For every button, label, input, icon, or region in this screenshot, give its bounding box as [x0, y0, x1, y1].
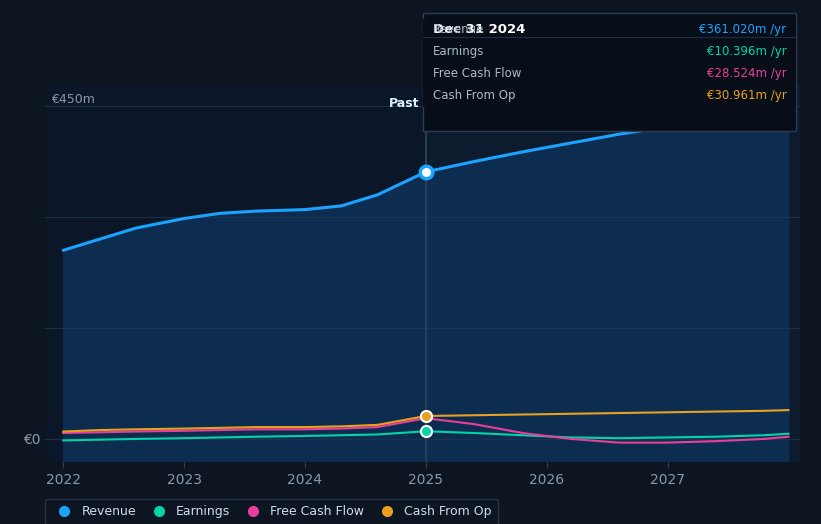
Text: €30.961m /yr: €30.961m /yr: [707, 90, 787, 102]
Bar: [45, 84, 426, 461]
Text: Past: Past: [389, 97, 420, 110]
Text: €10.396m /yr: €10.396m /yr: [707, 46, 787, 58]
Legend: Revenue, Earnings, Free Cash Flow, Cash From Op: Revenue, Earnings, Free Cash Flow, Cash …: [45, 499, 498, 524]
Text: Analysts Forecasts: Analysts Forecasts: [432, 97, 548, 110]
Text: Dec 31 2024: Dec 31 2024: [433, 23, 525, 36]
Text: €28.524m /yr: €28.524m /yr: [707, 68, 787, 80]
Text: Free Cash Flow: Free Cash Flow: [433, 68, 521, 80]
Text: Revenue: Revenue: [433, 24, 484, 36]
Text: €450m: €450m: [51, 93, 95, 106]
Text: Cash From Op: Cash From Op: [433, 90, 515, 102]
Text: Earnings: Earnings: [433, 46, 484, 58]
Text: €361.020m /yr: €361.020m /yr: [699, 24, 787, 36]
